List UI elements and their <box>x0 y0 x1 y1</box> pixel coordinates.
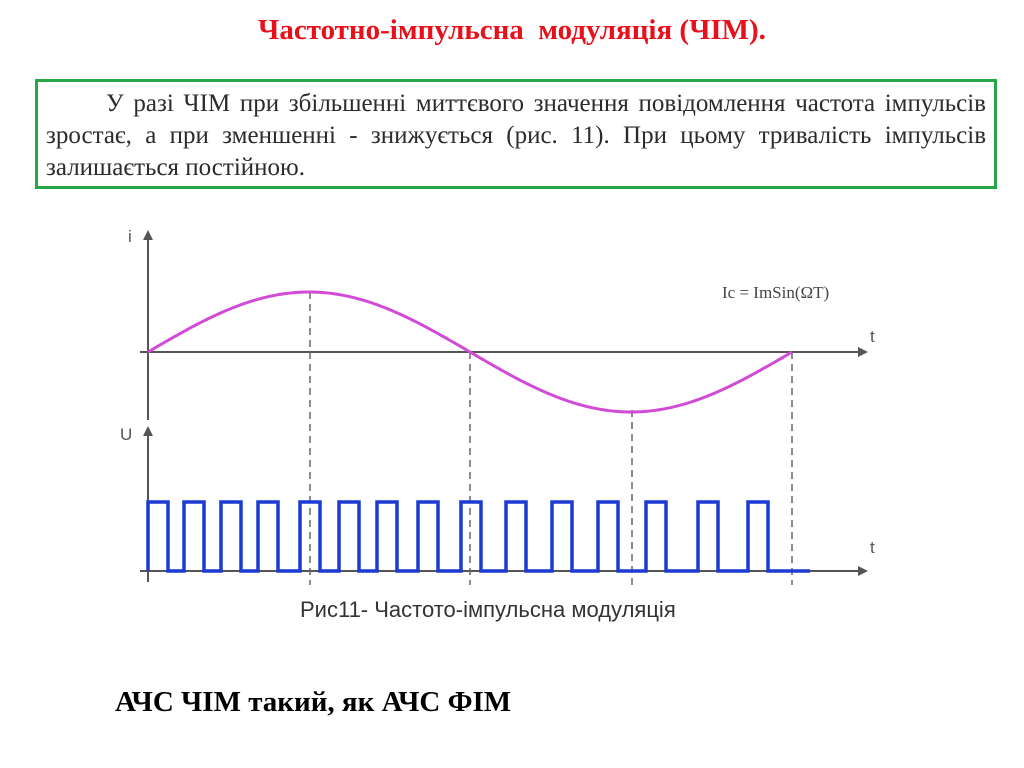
bottom-y-axis-label: U <box>120 425 132 444</box>
slide-title: Частотно-імпульсна модуляція (ЧІМ). <box>258 14 766 46</box>
top-y-axis-label: i <box>128 227 132 246</box>
definition-text: У разі ЧІМ при збільшенні миттєвого знач… <box>46 90 986 181</box>
guide-lines <box>309 292 793 585</box>
top-x-axis-label: t <box>870 327 875 346</box>
signal-formula: Ic = ImSin(ΩT) <box>722 283 829 302</box>
pulse-train <box>146 500 810 573</box>
bottom-x-axis-label: t <box>870 538 875 557</box>
modulating-signal-curve <box>147 290 793 414</box>
figure-caption: Рис11- Частото-імпульсна модуляція <box>300 597 676 622</box>
bottom-note: АЧС ЧІМ такий, як АЧС ФІМ <box>115 686 512 718</box>
definition-box: У разі ЧІМ при збільшенні миттєвого знач… <box>35 79 997 189</box>
